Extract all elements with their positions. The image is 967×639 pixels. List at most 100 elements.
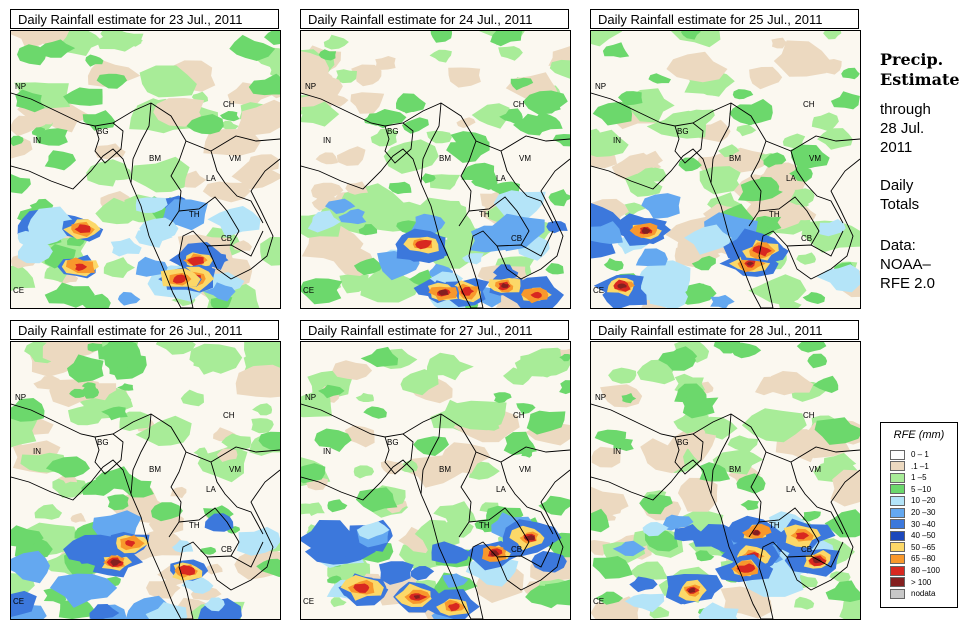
- legend-item: > 100: [890, 577, 931, 588]
- rain-area: [301, 278, 343, 305]
- rain-area: [789, 165, 813, 182]
- rain-area: [189, 344, 237, 375]
- legend-swatch: [890, 449, 905, 460]
- country-label: LA: [206, 174, 216, 183]
- legend-swatch: [890, 588, 905, 599]
- rain-area: [344, 425, 375, 448]
- rain-area: [636, 359, 677, 385]
- rain-area: [429, 174, 461, 190]
- rain-area: [11, 413, 38, 448]
- rain-area: [178, 565, 196, 576]
- rain-area: [332, 360, 373, 380]
- country-label: NP: [305, 82, 316, 91]
- rain-area: [727, 435, 759, 453]
- title-line-2: Estimate: [880, 70, 960, 89]
- rain-area: [681, 396, 719, 419]
- legend-swatch: [890, 484, 905, 495]
- country-border: [11, 403, 280, 463]
- rain-area: [318, 49, 337, 61]
- rain-area: [790, 144, 830, 171]
- rain-area: [794, 596, 815, 610]
- country-border: [790, 461, 844, 535]
- rain-area: [538, 495, 570, 516]
- rain-area: [114, 394, 133, 410]
- rain-area: [755, 376, 784, 396]
- rain-area: [796, 342, 827, 353]
- daily-line-1: Daily: [880, 177, 914, 194]
- rain-area: [462, 253, 484, 265]
- rain-area: [795, 532, 810, 540]
- rain-area: [229, 34, 276, 61]
- country-label: BG: [387, 438, 399, 447]
- rain-area: [824, 509, 860, 538]
- rain-area: [699, 462, 731, 482]
- rain-area: [426, 130, 452, 144]
- country-border: [710, 413, 732, 495]
- country-label: IN: [323, 447, 331, 456]
- rain-area: [552, 134, 570, 147]
- country-label: BM: [149, 465, 161, 474]
- country-label: VM: [229, 465, 241, 474]
- country-label: TH: [769, 210, 780, 219]
- country-label: BM: [149, 154, 161, 163]
- country-border: [178, 507, 240, 557]
- rain-area: [252, 403, 273, 416]
- rain-area: [193, 447, 209, 459]
- country-label: LA: [496, 485, 506, 494]
- rain-area: [591, 31, 623, 47]
- rain-area: [841, 67, 860, 80]
- country-label: TH: [189, 210, 200, 219]
- rain-area: [135, 197, 168, 213]
- rain-area: [315, 152, 338, 165]
- legend-swatch: [890, 519, 905, 530]
- rain-area: [485, 213, 545, 252]
- rain-area: [503, 367, 533, 385]
- rain-area: [660, 514, 694, 531]
- rain-area: [360, 346, 399, 368]
- rain-area: [510, 77, 534, 91]
- rain-area: [117, 383, 134, 391]
- rain-area: [733, 99, 773, 126]
- rain-area: [591, 128, 603, 138]
- date-line-2: 2011: [880, 139, 913, 156]
- panel-title: Daily Rainfall estimate for 23 Jul., 201…: [10, 9, 279, 29]
- country-border: [790, 150, 844, 224]
- rain-area: [180, 389, 204, 407]
- country-label: CH: [223, 411, 235, 420]
- rain-area: [624, 593, 665, 613]
- rain-area: [388, 181, 412, 195]
- country-border: [496, 230, 554, 257]
- country-border: [674, 433, 704, 475]
- rain-area: [101, 406, 128, 421]
- country-label: IN: [33, 136, 41, 145]
- rain-area: [636, 150, 663, 169]
- rain-area: [264, 31, 280, 45]
- coastline: [301, 459, 570, 619]
- rain-area: [673, 411, 710, 434]
- rain-area: [86, 159, 130, 187]
- side-daily: Daily Totals: [880, 176, 919, 214]
- rain-area: [248, 73, 280, 96]
- rain-area: [642, 522, 669, 537]
- rain-area: [698, 602, 739, 619]
- legend-label: .1 –1: [911, 461, 929, 471]
- rain-area: [830, 91, 860, 110]
- country-label: TH: [769, 521, 780, 530]
- country-border: [591, 92, 860, 152]
- rain-area: [49, 573, 118, 608]
- legend-label: 80 –100: [911, 566, 940, 575]
- country-label: CH: [513, 411, 525, 420]
- rain-area: [353, 465, 375, 479]
- rain-area: [695, 550, 715, 562]
- rain-area: [501, 282, 509, 288]
- rain-area: [17, 44, 47, 66]
- legend-label: 65 –80: [911, 554, 936, 564]
- rain-area: [95, 197, 144, 225]
- rain-area: [448, 602, 460, 612]
- rainfall-map: NP IN BG BM CH VM LA TH CB CE: [10, 30, 281, 309]
- rain-area: [251, 418, 274, 434]
- rfe-legend: RFE (mm) 0 – 1 .1 –1 1 –5 5 –10 10 –20 20 –30…: [880, 422, 958, 608]
- rain-area: [187, 256, 204, 267]
- rain-area: [559, 354, 570, 362]
- rain-area: [621, 393, 637, 404]
